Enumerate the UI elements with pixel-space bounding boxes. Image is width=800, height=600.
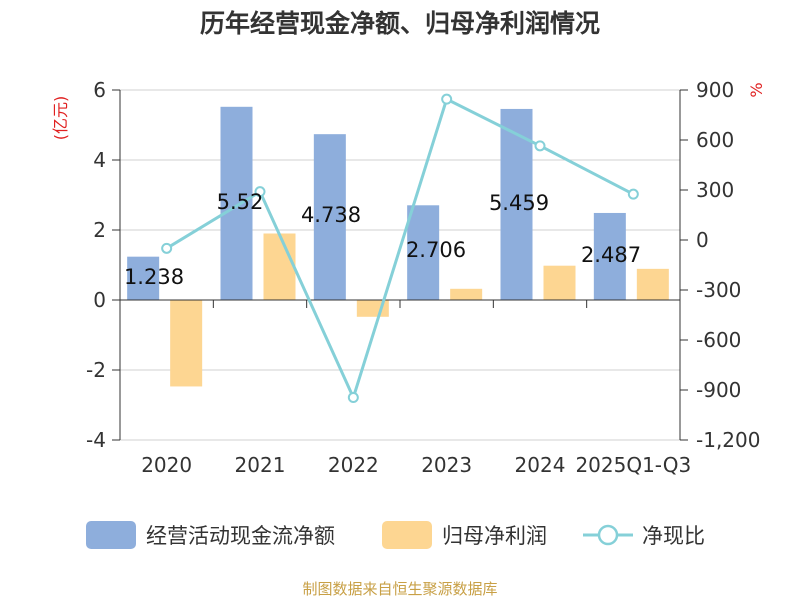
legend-label-net-profit: 归母净利润 [442, 524, 547, 548]
bar-operating-cash-flow [593, 212, 626, 300]
x-tick-label: 2023 [421, 453, 472, 477]
left-tick-label: 6 [93, 78, 106, 102]
bar-net-profit [450, 288, 483, 300]
data-label: 2.706 [406, 238, 466, 262]
x-tick-label: 2022 [328, 453, 379, 477]
right-tick-label: -900 [696, 378, 741, 402]
line-point [441, 93, 453, 105]
legend-label-cash-ratio: 净现比 [642, 524, 705, 548]
line-point [534, 140, 546, 152]
data-label: 1.238 [124, 265, 184, 289]
bar-net-profit [263, 233, 296, 300]
line-point [627, 188, 639, 200]
x-tick-label: 2025Q1-Q3 [575, 453, 691, 477]
right-tick-label: 300 [696, 178, 734, 202]
left-axis-unit: (亿元) [51, 96, 70, 141]
line-point [254, 186, 266, 198]
data-label: 2.487 [581, 243, 641, 267]
bar-net-profit [636, 268, 669, 300]
right-tick-label: -300 [696, 278, 741, 302]
line-point [347, 392, 359, 403]
right-tick-label: 900 [696, 78, 734, 102]
bar-operating-cash-flow [220, 106, 253, 300]
right-axis-unit: % [747, 82, 766, 97]
bar-operating-cash-flow [127, 256, 160, 300]
bar-net-profit [170, 300, 203, 387]
bar-operating-cash-flow [313, 134, 346, 300]
data-label: 4.738 [301, 203, 361, 227]
left-tick-label: -4 [86, 428, 106, 452]
right-tick-label: -1,200 [696, 428, 760, 452]
line-point [161, 242, 173, 254]
data-label: 5.459 [489, 191, 549, 215]
x-tick-label: 2024 [515, 453, 566, 477]
legend-swatch-net-profit [382, 521, 432, 549]
left-tick-label: -2 [86, 358, 106, 382]
left-tick-label: 0 [93, 288, 106, 312]
right-tick-label: -600 [696, 328, 741, 352]
left-tick-label: 4 [93, 148, 106, 172]
legend-swatch-marker [597, 524, 619, 546]
bar-operating-cash-flow [407, 205, 440, 300]
x-tick-label: 2021 [235, 453, 286, 477]
bar-net-profit [543, 265, 576, 300]
legend-swatch-operating-cash-flow [86, 521, 136, 549]
line-cash-ratio [165, 97, 635, 402]
right-tick-label: 600 [696, 128, 734, 152]
chart-title: 历年经营现金净额、归母净利润情况 [199, 9, 600, 38]
source-note: 制图数据来自恒生聚源数据库 [302, 580, 498, 598]
legend-label-operating-cash-flow: 经营活动现金流净额 [146, 524, 335, 548]
data-label: 5.52 [217, 190, 264, 214]
right-tick-label: 0 [696, 228, 709, 252]
left-tick-label: 2 [93, 218, 106, 242]
x-tick-label: 2020 [141, 453, 192, 477]
